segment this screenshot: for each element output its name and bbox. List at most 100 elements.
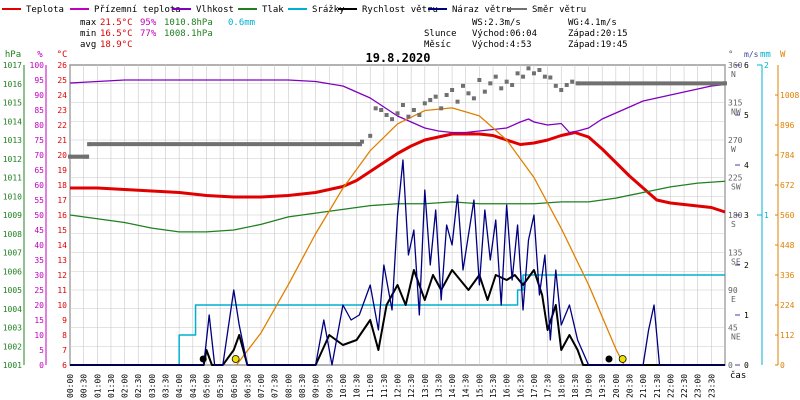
tick-hpa-5: 1012 — [3, 155, 22, 164]
tick-hpa-6: 1011 — [3, 174, 22, 183]
tick-pct-6: 70 — [34, 151, 44, 160]
wind-dir-point-29 — [499, 86, 504, 91]
tick-mm-1: 1 — [764, 211, 769, 220]
tick-wm2-5: 448 — [780, 241, 795, 250]
tick-pct-7: 65 — [34, 166, 44, 175]
tick-x-32: 16:00 — [503, 374, 512, 398]
wind-dir-point-22 — [461, 83, 465, 88]
wind-dir-point-7 — [379, 108, 384, 112]
legend-label-3: Tlak — [262, 5, 284, 15]
tick-pct-1: 95 — [34, 76, 44, 85]
tick-deg-6: 90 — [728, 286, 738, 295]
wind-dir-point-20 — [450, 88, 455, 92]
wind-dir-point-40 — [559, 88, 564, 92]
wind-dir-point-30 — [504, 79, 509, 84]
tick-x-35: 17:30 — [544, 374, 553, 398]
series-line-4 — [235, 107, 625, 366]
series-line-6 — [70, 159, 725, 366]
wind-dir-point-21 — [455, 99, 460, 104]
axes: hPa1017101610151014101310121011101010091… — [3, 50, 800, 398]
sunrise-info: Východ:06:04 — [472, 29, 537, 39]
legend-label-6: Náraz větru — [452, 5, 512, 15]
tick-hpa-9: 1008 — [3, 230, 22, 239]
tick-pct-12: 40 — [34, 241, 44, 250]
grid — [69, 64, 726, 366]
tick-degc-12: 14 — [57, 241, 67, 250]
tick-x-26: 13:00 — [421, 374, 430, 398]
tick-wm2-1: 896 — [780, 121, 795, 130]
tick-wm2-7: 224 — [780, 301, 795, 310]
wind-dir-point-9 — [390, 117, 395, 122]
wind-dir-point-14 — [417, 113, 422, 117]
tick-degc-11: 15 — [57, 226, 67, 235]
tick-pct-13: 35 — [34, 256, 44, 265]
tick-pct-2: 90 — [34, 91, 44, 100]
tick-wm2-0: 1008 — [780, 91, 799, 100]
tick-deg-8: 0 — [728, 361, 733, 370]
tick-x-13: 06:30 — [243, 374, 252, 398]
tick-x-46: 23:00 — [694, 374, 703, 398]
tick-x-42: 21:00 — [639, 374, 648, 398]
stat-avg-label: avg — [80, 40, 96, 50]
tick-hpa-0: 1017 — [3, 61, 22, 70]
tick-dir-0: N — [731, 70, 736, 79]
stat-min-hum: 77% — [140, 29, 157, 39]
tick-dir-6: E — [731, 295, 736, 304]
tick-x-23: 11:30 — [380, 374, 389, 398]
tick-pct-10: 50 — [34, 211, 44, 220]
series-layer — [68, 66, 727, 366]
series-line-3 — [70, 274, 725, 366]
tick-dir-5: SE — [731, 258, 741, 267]
wind-dir-point-6 — [373, 106, 378, 111]
tick-pct-4: 80 — [34, 121, 44, 130]
tick-degc-0: 26 — [57, 61, 67, 70]
tick-pct-3: 85 — [34, 106, 44, 115]
wind-dir-point-23 — [466, 91, 471, 96]
tick-x-22: 11:00 — [366, 374, 375, 398]
tick-hpa-13: 1004 — [3, 305, 22, 314]
wind-dir-point-42 — [570, 79, 575, 84]
tick-deg-3: 225 — [728, 174, 743, 183]
tick-x-7: 03:30 — [162, 374, 171, 398]
tick-x-41: 20:30 — [625, 374, 634, 398]
wind-dir-point-16 — [428, 98, 433, 102]
tick-degc-9: 17 — [57, 196, 67, 205]
wind-dir-point-12 — [406, 114, 411, 119]
axis-label-x: čas — [730, 370, 746, 381]
legend-label-2: Vlhkost — [196, 5, 234, 15]
tick-x-3: 01:30 — [107, 374, 116, 398]
wind-dir-point-28 — [493, 74, 498, 79]
tick-degc-4: 22 — [57, 121, 67, 130]
tick-degc-16: 10 — [57, 301, 67, 310]
moonrise-info: Východ:4:53 — [472, 40, 532, 50]
wind-dir-point-11 — [400, 103, 405, 107]
wind-dir-point-5 — [368, 133, 373, 138]
axis-label-mm: mm — [760, 50, 771, 60]
legend: Teplota Přízemní teplota Vlhkost Tlak Srážky… — [2, 5, 586, 15]
axis-label-wm2: W — [780, 50, 786, 60]
tick-hpa-4: 1013 — [3, 136, 22, 145]
tick-pct-18: 10 — [34, 331, 44, 340]
stat-min-label: min — [80, 29, 96, 39]
tick-wm2-6: 336 — [780, 271, 795, 280]
tick-wm2-8: 112 — [780, 331, 795, 340]
tick-pct-20: 0 — [39, 361, 44, 370]
sunset-info: Západ:20:15 — [568, 29, 628, 39]
tick-x-19: 09:30 — [325, 374, 334, 398]
tick-x-10: 05:00 — [202, 374, 211, 398]
wind-dir-point-15 — [422, 101, 427, 106]
tick-x-36: 18:00 — [557, 374, 566, 398]
tick-degc-20: 6 — [62, 361, 67, 370]
legend-label-4: Srážky — [312, 5, 345, 15]
tick-hpa-16: 1001 — [3, 361, 22, 370]
tick-x-25: 12:30 — [407, 374, 416, 398]
tick-hpa-3: 1014 — [3, 117, 22, 126]
tick-degc-17: 9 — [62, 316, 67, 325]
legend-label-7: Směr větru — [532, 5, 586, 15]
axis-label-deg: ° — [728, 50, 733, 60]
tick-degc-5: 21 — [57, 136, 67, 145]
tick-pct-19: 5 — [39, 346, 44, 355]
stat-max-temp: 21.5°C — [100, 18, 133, 28]
tick-pct-14: 30 — [34, 271, 44, 280]
